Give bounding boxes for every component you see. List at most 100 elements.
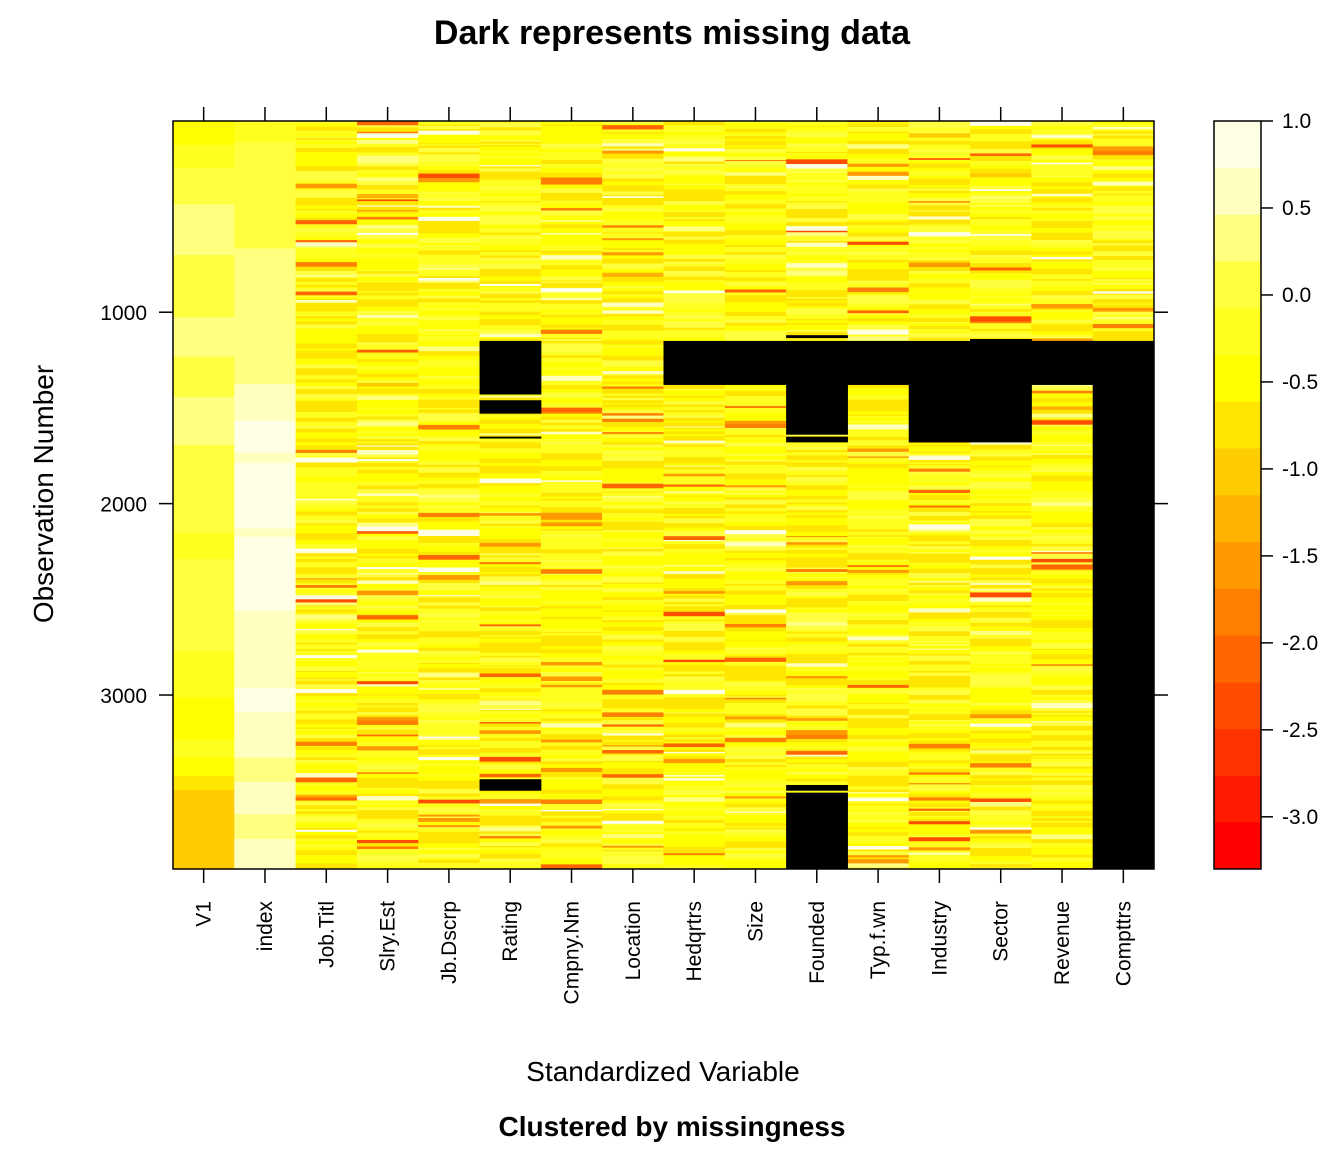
heat-cell [356, 287, 419, 292]
heat-cell [418, 631, 480, 636]
heat-cell [663, 412, 726, 415]
heat-cell [295, 599, 358, 603]
heat-cell [908, 193, 971, 199]
heat-cell [1031, 254, 1094, 258]
heat-cell [724, 856, 787, 861]
heat-cell [786, 515, 848, 519]
heat-cell [479, 669, 542, 673]
heat-cell [1092, 123, 1155, 128]
heat-cell [724, 280, 787, 283]
heat-cell [356, 222, 419, 226]
heat-cell [663, 785, 726, 791]
heat-cell [847, 569, 910, 574]
heat-cell [1031, 753, 1094, 757]
heat-cell [970, 281, 1032, 287]
heat-cell [847, 840, 910, 844]
heat-cell [356, 373, 419, 378]
heat-cell [540, 301, 603, 305]
heat-cell [356, 194, 419, 199]
heat-cell [418, 853, 480, 857]
heat-cell [724, 748, 787, 752]
heat-cell [908, 553, 971, 557]
heat-cell [295, 416, 358, 418]
heat-cell [970, 825, 1032, 828]
heat-cell [970, 191, 1032, 194]
heat-cell [970, 574, 1032, 578]
heat-cell [663, 193, 726, 197]
heat-cell [970, 239, 1032, 244]
heat-cell [724, 221, 787, 224]
heat-cell [1031, 775, 1094, 778]
heat-cell [479, 520, 542, 524]
heat-cell [1031, 204, 1094, 209]
heat-cell [724, 123, 787, 128]
heat-cell [970, 221, 1032, 226]
heat-cell [1092, 231, 1155, 237]
heat-cell [418, 165, 480, 168]
heat-cell [418, 814, 480, 817]
heat-cell [786, 567, 848, 570]
heat-cell [1031, 282, 1094, 287]
heat-cell [479, 639, 542, 643]
heat-cell [602, 834, 664, 838]
heat-cell [540, 536, 603, 541]
heat-cell [724, 161, 787, 165]
heat-cell [295, 828, 358, 831]
heat-cell [663, 236, 726, 240]
heat-cell [908, 267, 971, 270]
heat-cell [356, 857, 419, 862]
heat-cell [479, 515, 542, 521]
heat-cell [295, 782, 358, 787]
heat-cell [908, 788, 971, 792]
heat-cell [663, 239, 726, 245]
heat-cell [724, 180, 787, 185]
heat-cell [908, 738, 971, 742]
heat-cell [295, 298, 358, 301]
heat-cell [479, 513, 542, 517]
heat-cell [970, 636, 1032, 639]
heat-cell [418, 793, 480, 797]
heat-cell [295, 172, 358, 177]
heat-cell [356, 613, 419, 616]
heat-cell [663, 400, 726, 403]
heat-cell [663, 417, 726, 422]
heat-cell [724, 131, 787, 135]
heat-cell [602, 618, 664, 621]
heat-cell [540, 460, 603, 466]
heat-cell [1031, 659, 1094, 664]
heat-cell [602, 746, 664, 751]
heat-cell [295, 379, 358, 383]
heat-cell [540, 508, 603, 514]
heat-cell [479, 590, 542, 594]
missing-block-revenue [1031, 340, 1094, 385]
heat-cell [173, 697, 235, 723]
heat-cell [356, 665, 419, 670]
heat-cell [602, 565, 664, 568]
heat-cell [908, 133, 971, 138]
heat-cell [908, 128, 971, 132]
heat-cell [173, 501, 235, 534]
heat-cell [663, 763, 726, 767]
heat-cell [173, 345, 235, 357]
heat-cell [970, 597, 1032, 603]
heat-cell [418, 201, 480, 206]
heat-cell [602, 548, 664, 552]
heat-cell [1092, 224, 1155, 229]
heat-cell [540, 327, 603, 330]
heat-cell [847, 538, 910, 542]
heat-cell [663, 463, 726, 467]
heat-cell [479, 290, 542, 295]
heat-cell [1031, 338, 1094, 343]
heat-cell [602, 576, 664, 579]
heat-cell [663, 196, 726, 202]
heat-cell [908, 587, 971, 591]
heat-cell [908, 675, 971, 681]
heat-cell [479, 166, 542, 169]
heat-cell [602, 645, 664, 651]
heat-cell [786, 658, 848, 664]
heat-cell [724, 427, 787, 430]
heat-cell [1031, 628, 1094, 633]
heat-cell [970, 255, 1032, 259]
heat-cell [356, 211, 419, 214]
